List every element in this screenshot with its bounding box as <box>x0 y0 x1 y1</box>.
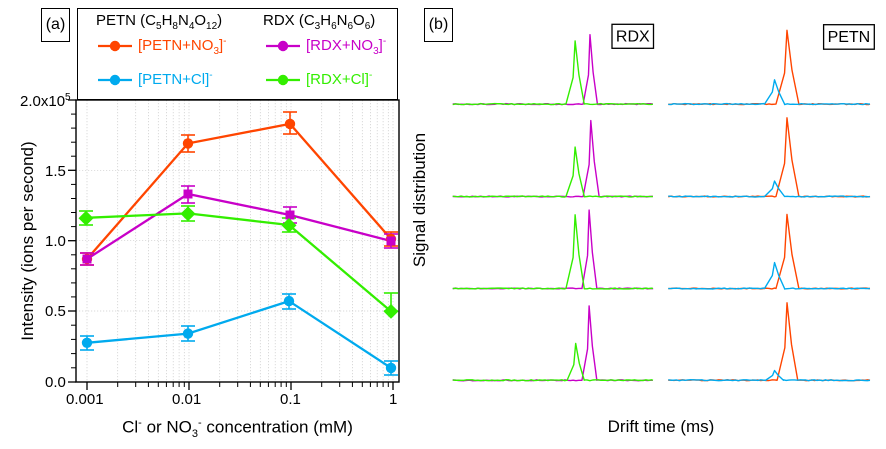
svg-text:PETN: PETN <box>828 29 871 46</box>
svg-text:RDX: RDX <box>616 28 650 45</box>
